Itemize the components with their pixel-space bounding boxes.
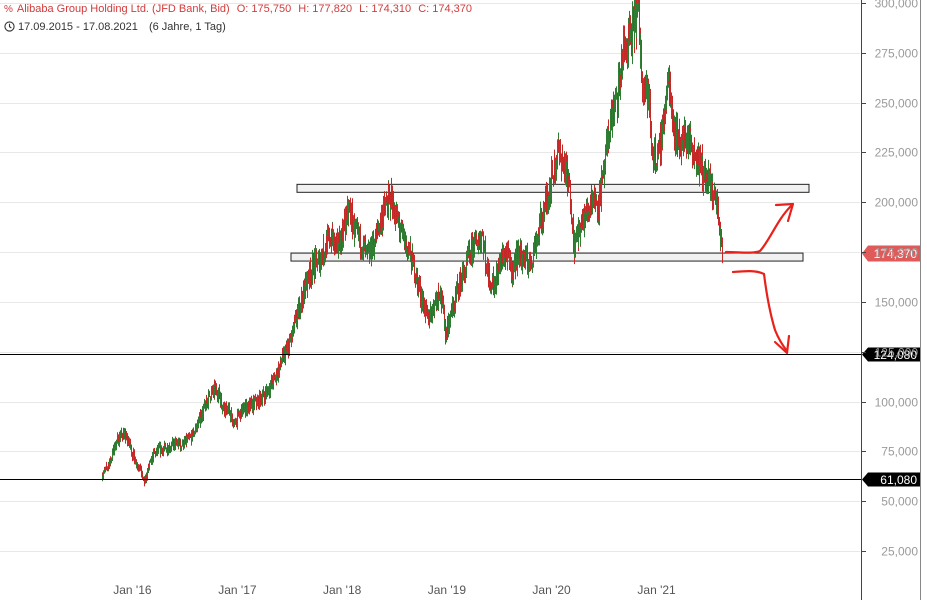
x-tick-label: Jan '21 — [637, 583, 676, 597]
x-tick-label: Jan '19 — [428, 583, 467, 597]
level-tag — [862, 472, 921, 487]
close-value: C: 174,370 — [418, 3, 473, 15]
y-tick-label: 25,000 — [881, 545, 918, 559]
percent-icon[interactable]: % — [4, 4, 13, 15]
arrow-up — [724, 204, 793, 254]
y-tick-label: 275,000 — [875, 47, 919, 61]
date-range-row: 17.09.2015 - 17.08.2021 (6 Jahre, 1 Tag) — [4, 21, 230, 33]
y-tick-label: 200,000 — [875, 196, 919, 210]
y-tick-label: 125,000 — [875, 346, 919, 360]
levels: 124,080 61,080 174,370 — [0, 245, 921, 487]
period-label: (6 Jahre, 1 Tag) — [148, 21, 226, 33]
y-tick-label: 150,000 — [875, 296, 919, 310]
last-price-label: 174,370 — [874, 247, 918, 261]
x-tick-label: Jan '20 — [532, 583, 571, 597]
y-tick-label: 50,000 — [881, 495, 918, 509]
x-axis: Jan '16 Jan '17 Jan '18 Jan '19 Jan '20 Jan '… — [113, 583, 676, 597]
x-tick-label: Jan '16 — [113, 583, 152, 597]
arrow-up-head — [774, 202, 795, 223]
high-value: H: 177,820 — [298, 3, 353, 15]
y-tick-label: 100,000 — [875, 396, 919, 410]
arrow-down-head — [773, 334, 791, 355]
annotations — [724, 202, 795, 355]
y-tick-label: 75,000 — [881, 445, 918, 459]
level-tag — [862, 347, 921, 362]
open-value: O: 175,750 — [236, 3, 292, 15]
instrument-name: Alibaba Group Holding Ltd. (JFD Bank, Bi… — [16, 3, 230, 15]
y-tick-label: 175,000 — [875, 246, 919, 260]
date-range: 17.09.2015 - 17.08.2021 — [18, 21, 138, 33]
last-price-tag — [862, 245, 921, 262]
chart-header: % Alibaba Group Holding Ltd. (JFD Bank, B… — [4, 3, 476, 15]
y-axis: 25,000 50,000 75,000 100,000 125,000 150,000 1… — [861, 0, 918, 559]
clock-icon[interactable] — [4, 21, 15, 32]
sr-zone — [290, 252, 804, 262]
y-tick-label: 300,000 — [875, 0, 919, 11]
level-label: 61,080 — [880, 473, 917, 487]
gridlines — [0, 3, 860, 552]
low-value: L: 174,310 — [359, 3, 412, 15]
y-tick-label: 225,000 — [875, 146, 919, 160]
x-tick-label: Jan '18 — [323, 583, 362, 597]
y-tick-label: 250,000 — [875, 97, 919, 111]
level-label: 124,080 — [874, 348, 918, 362]
arrow-down — [731, 270, 789, 353]
candles — [102, 0, 723, 487]
x-tick-label: Jan '17 — [218, 583, 257, 597]
